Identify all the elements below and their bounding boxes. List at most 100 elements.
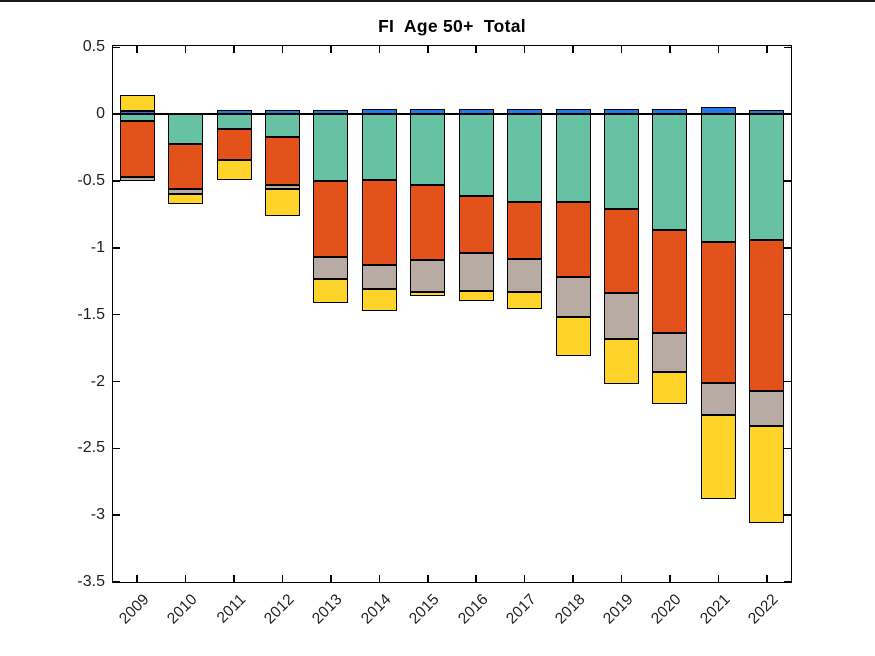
bar-segment-2016-gray [458,253,494,291]
zero-line [113,113,791,115]
bar-segment-2019-yellow [604,338,639,385]
y-tick-right [784,113,791,115]
bar-segment-2014-orange [361,179,397,266]
x-tick-bottom [281,575,284,582]
bar-segment-2021-orange [700,242,736,383]
bar-segment-2018-orange [555,202,591,278]
x-tick-bottom [378,575,381,582]
bar-segment-2015-yellow [410,291,446,296]
y-tick-right [784,447,791,450]
bar-segment-2011-orange [216,128,252,160]
x-tick-top [136,46,138,53]
x-tick-bottom [475,575,477,582]
y-tick-right [784,514,791,516]
x-tick-label: 2018 [551,591,589,628]
bar-segment-2013-orange [313,181,349,258]
x-tick-top [717,46,720,53]
bar-segment-2012-orange [265,136,300,185]
x-tick-top [572,46,574,53]
bar-segment-2019-gray [604,293,639,339]
bar-segment-2009-blue [119,111,155,115]
x-tick-label: 2013 [309,591,346,628]
bar-segment-2022-orange [749,239,785,391]
bar-segment-2017-blue [507,108,543,115]
y-tick-left [113,247,120,249]
x-tick-bottom [572,575,574,582]
bar-segment-2009-green [119,114,155,121]
x-tick-top [233,46,235,53]
bar-segment-2009-gray [119,176,155,181]
x-tick-top [184,46,187,53]
bar-segment-2017-gray [507,258,543,292]
bar-segment-2015-green [410,114,446,185]
bar-segment-2012-blue [265,110,300,115]
bar-segment-2015-gray [410,259,446,292]
bar-segment-2021-blue [700,107,736,115]
bar-segment-2014-green [361,114,397,180]
bar-segment-2010-orange [168,143,204,189]
y-tick-label: -3.5 [77,573,105,590]
x-tick-label: 2022 [745,591,782,628]
bar-segment-2011-green [216,114,252,129]
chart-title: FI Age 50+ Total [378,16,526,36]
x-tick-top [523,46,526,53]
bar-segment-2013-yellow [313,278,349,303]
bar-segment-2022-green [749,114,785,240]
bar-segment-2009-yellow [119,95,155,112]
figure-top-border [0,0,875,2]
bar-segment-2015-blue [410,108,446,115]
bar-segment-2009-orange [119,120,155,177]
x-tick-top [620,46,623,53]
x-tick-bottom [427,575,429,582]
x-tick-label: 2011 [213,591,250,627]
bar-segment-2015-orange [410,185,446,260]
y-tick-left [113,46,120,49]
y-tick-label: -3 [90,506,105,524]
y-tick-label: -2.5 [77,439,105,457]
x-tick-bottom [330,575,332,582]
x-tick-top [330,46,332,53]
y-tick-label: 0.5 [82,38,105,56]
x-tick-top [378,46,381,53]
x-tick-label: 2009 [115,591,153,628]
y-tick-right [784,180,791,182]
x-tick-label: 2020 [648,591,685,628]
x-tick-top [669,46,671,53]
plot-area [112,45,792,583]
x-tick-top [427,46,429,53]
bar-segment-2018-green [555,114,591,203]
y-tick-right [784,380,791,383]
bar-segment-2020-orange [652,230,688,334]
y-tick-left [113,180,120,182]
bar-segment-2018-gray [555,277,591,318]
x-tick-label: 2017 [503,591,540,628]
bar-segment-2010-green [168,114,204,144]
y-tick-label: -1.5 [77,305,105,323]
x-tick-bottom [136,575,138,582]
bar-segment-2014-blue [361,108,397,115]
x-tick-bottom [184,575,187,582]
bar-segment-2017-green [507,114,543,203]
bar-segment-2019-orange [604,209,639,294]
bar-segment-2016-blue [458,108,494,115]
bar-segment-2022-yellow [749,425,785,524]
y-tick-left [113,113,120,115]
x-tick-top [766,46,768,53]
y-tick-left [113,514,120,516]
y-tick-label: -1 [90,238,105,256]
bar-segment-2014-yellow [361,289,397,311]
bar-segment-2022-gray [749,390,785,426]
bar-segment-2014-gray [361,265,397,290]
y-tick-left [113,581,120,582]
bar-segment-2017-orange [507,202,543,259]
bar-segment-2013-gray [313,257,349,279]
bar-segment-2013-blue [313,110,349,115]
bar-segment-2022-blue [749,110,785,115]
bar-segment-2018-blue [555,108,591,115]
x-tick-label: 2010 [164,591,201,628]
bar-segment-2020-gray [652,333,688,373]
y-tick-right [784,46,791,49]
bar-segment-2011-blue [216,110,252,115]
bar-segment-2016-orange [458,195,494,254]
